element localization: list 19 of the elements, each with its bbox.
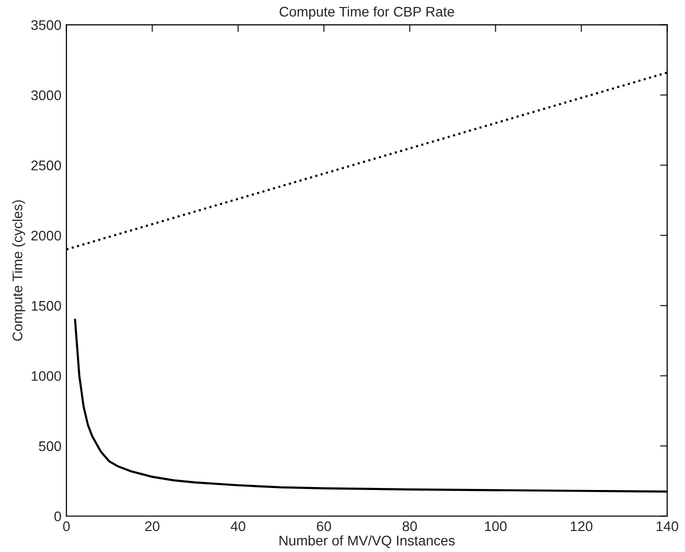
x-tick-label: 80	[402, 521, 417, 532]
chart-title: Compute Time for CBP Rate	[280, 6, 454, 20]
y-axis-title: Compute Time (cycles)	[12, 200, 26, 341]
x-tick-label: 120	[570, 521, 592, 532]
y-tick-label: 500	[38, 441, 62, 452]
x-tick-label: 140	[656, 521, 678, 532]
y-tick-label: 2000	[31, 230, 62, 241]
y-tick-label: 1000	[32, 371, 62, 381]
x-tick-label: 20	[145, 521, 160, 532]
y-tick-label: 2500	[31, 160, 62, 170]
x-tick-label: 0	[63, 521, 70, 532]
y-tick-label: 3500	[31, 20, 62, 30]
y-tick-label: 1500	[32, 300, 62, 311]
x-tick-label: 60	[316, 521, 332, 532]
x-tick-label: 40	[230, 521, 246, 532]
y-tick-label: 3000	[31, 90, 62, 100]
y-tick-label: 0	[54, 511, 62, 522]
x-tick-label: 100	[485, 521, 507, 532]
x-axis-title: Number of MV/VQ Instances	[280, 535, 455, 548]
